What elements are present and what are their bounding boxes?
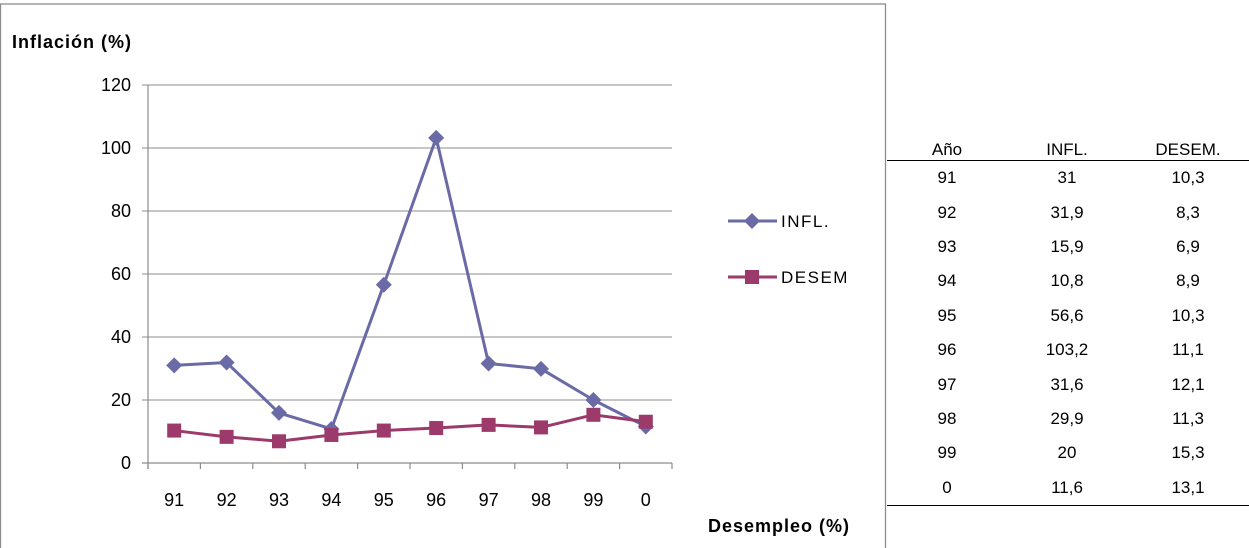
cell-year: 92 bbox=[937, 202, 957, 222]
cell-year: 99 bbox=[937, 443, 957, 463]
legend-label: DESEM bbox=[781, 268, 849, 287]
y-tick-label: 100 bbox=[101, 138, 131, 158]
cell-year: 97 bbox=[937, 374, 957, 394]
x-tick-label: 91 bbox=[164, 490, 184, 510]
cell-infl: 31,6 bbox=[1050, 374, 1084, 394]
cell-infl: 29,9 bbox=[1050, 408, 1084, 428]
cell-year: 98 bbox=[937, 408, 957, 428]
table-row: 0 11,6 13,1 bbox=[887, 470, 1249, 506]
x-tick-label: 96 bbox=[426, 490, 446, 510]
data-point bbox=[534, 420, 548, 435]
cell-infl: 31 bbox=[1057, 168, 1077, 188]
cell-year: 91 bbox=[937, 168, 957, 188]
x-tick-label: 97 bbox=[479, 490, 499, 510]
data-point bbox=[638, 414, 653, 429]
x-tick-label: 98 bbox=[531, 490, 551, 510]
table-row: 94 10,8 8,9 bbox=[887, 264, 1249, 298]
table-body: 91 31 10,3 92 31,9 8,3 93 15,9 6,9 94 10,8 8,9 95 56,… bbox=[887, 161, 1249, 506]
cell-desem: 6,9 bbox=[1176, 236, 1200, 256]
grid-layer bbox=[142, 84, 673, 469]
cell-infl: 15,9 bbox=[1050, 236, 1084, 256]
data-table: Año INFL. DESEM. 91 31 10,3 92 31,9 8,3 93 15,9… bbox=[887, 127, 1249, 506]
data-point bbox=[324, 427, 339, 442]
cell-infl: 20 bbox=[1057, 443, 1077, 463]
data-point bbox=[219, 429, 234, 444]
table-row: 95 56,6 10,3 bbox=[887, 299, 1249, 333]
cell-desem: 15,3 bbox=[1171, 443, 1205, 463]
column-header-infl: INFL. bbox=[1007, 127, 1127, 161]
x-tick-label: 93 bbox=[269, 490, 289, 510]
cell-infl: 56,6 bbox=[1050, 305, 1084, 325]
series-line bbox=[174, 136, 647, 431]
table-row: 91 31 10,3 bbox=[887, 161, 1249, 196]
table-row: 98 29,9 11,3 bbox=[887, 402, 1249, 436]
column-header-year: Año bbox=[887, 127, 1007, 161]
data-point bbox=[376, 423, 391, 438]
table-row: 99 20 15,3 bbox=[887, 436, 1249, 470]
series-layer bbox=[166, 129, 654, 449]
table-row: 93 15,9 6,9 bbox=[887, 230, 1249, 264]
data-point bbox=[271, 404, 287, 421]
cell-infl: 31,9 bbox=[1050, 202, 1084, 222]
x-axis-label: Desempleo (%) bbox=[708, 516, 850, 536]
data-point bbox=[167, 423, 182, 438]
cell-infl: 103,2 bbox=[1045, 340, 1089, 360]
cell-desem: 8,9 bbox=[1176, 271, 1200, 291]
data-point bbox=[586, 407, 601, 422]
column-header-desem: DESEM. bbox=[1127, 127, 1249, 161]
data-point bbox=[481, 417, 496, 432]
data-point bbox=[533, 360, 549, 377]
data-point bbox=[375, 276, 392, 293]
chart-area: 0 20 40 60 80 100 120 91 92 93 94 95 96 97 98 99 0 INFL… bbox=[0, 3, 887, 548]
y-tick-label: 60 bbox=[111, 264, 131, 284]
data-point bbox=[272, 434, 286, 449]
y-tick-label: 0 bbox=[121, 453, 131, 473]
data-point bbox=[166, 357, 183, 374]
cell-desem: 10,3 bbox=[1171, 168, 1205, 188]
table-row: 96 103,2 11,1 bbox=[887, 333, 1249, 367]
legend-label: INFL. bbox=[781, 212, 830, 231]
cell-year: 96 bbox=[937, 340, 957, 360]
legend-marker bbox=[744, 213, 760, 229]
data-point bbox=[428, 129, 445, 146]
x-tick-labels: 91 92 93 94 95 96 97 98 99 0 bbox=[164, 490, 651, 510]
cell-year: 0 bbox=[887, 470, 1007, 506]
series-2 bbox=[167, 407, 653, 449]
y-tick-label: 80 bbox=[111, 201, 131, 221]
x-tick-label: 95 bbox=[374, 490, 394, 510]
data-point bbox=[218, 354, 235, 371]
cell-infl: 10,8 bbox=[1050, 271, 1084, 291]
cell-year: 94 bbox=[937, 271, 957, 291]
x-tick-label: 99 bbox=[583, 490, 603, 510]
cell-desem: 11,1 bbox=[1172, 340, 1204, 360]
x-tick-label: 0 bbox=[641, 490, 651, 510]
line-chart: 0 20 40 60 80 100 120 91 92 93 94 95 96 97 98 99 0 INFL… bbox=[0, 3, 887, 548]
table-row: 97 31,6 12,1 bbox=[887, 367, 1249, 401]
legend: INFL. DESEM bbox=[728, 212, 849, 287]
y-tick-labels: 0 20 40 60 80 100 120 bbox=[101, 75, 131, 473]
cell-desem: 10,3 bbox=[1171, 305, 1205, 325]
y-tick-label: 40 bbox=[111, 327, 131, 347]
cell-desem: 12,1 bbox=[1171, 374, 1205, 394]
x-tick-label: 92 bbox=[217, 490, 237, 510]
series-line bbox=[174, 413, 646, 443]
y-tick-label: 120 bbox=[101, 75, 131, 95]
chart-title: Inflación (%) bbox=[12, 32, 132, 52]
cell-year: 93 bbox=[937, 236, 957, 256]
cell-desem: 8,3 bbox=[1176, 202, 1200, 222]
legend-marker bbox=[745, 270, 759, 284]
data-point bbox=[429, 421, 444, 436]
table-row: 92 31,9 8,3 bbox=[887, 195, 1249, 229]
y-tick-label: 20 bbox=[111, 390, 131, 410]
data-point bbox=[480, 355, 497, 372]
cell-desem: 11,3 bbox=[1172, 408, 1204, 428]
data-point bbox=[585, 392, 602, 408]
x-tick-label: 94 bbox=[321, 490, 341, 510]
cell-infl: 11,6 bbox=[1007, 470, 1127, 506]
table-header-row: Año INFL. DESEM. bbox=[887, 127, 1249, 161]
cell-desem: 13,1 bbox=[1127, 470, 1249, 506]
cell-year: 95 bbox=[937, 305, 957, 325]
